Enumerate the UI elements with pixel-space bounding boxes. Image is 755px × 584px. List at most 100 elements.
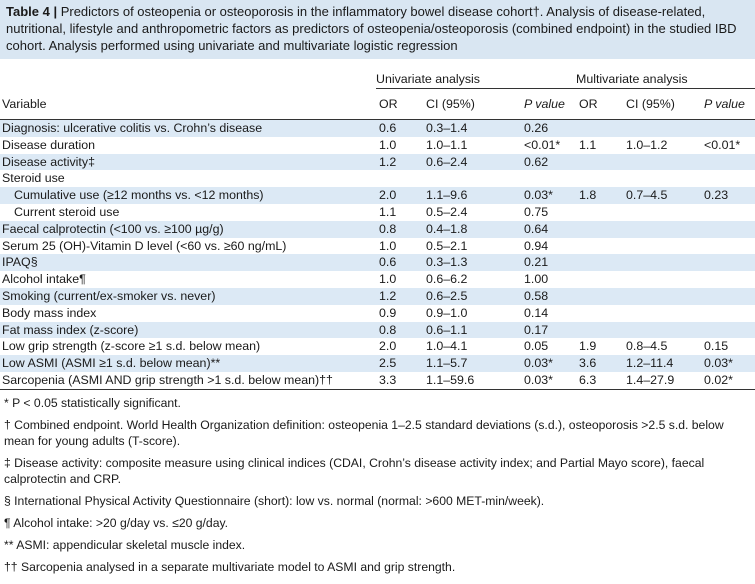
cell-or-univariate: 2.5 (376, 355, 426, 372)
table-row: Low ASMI (ASMI ≥1 s.d. below mean)** 2.5 1… (0, 355, 755, 372)
table-row: Current steroid use 1.1 0.5–2.4 0.75 (0, 204, 755, 221)
header-p-univariate: P value (524, 97, 565, 111)
cell-variable: Low ASMI (ASMI ≥1 s.d. below mean)** (0, 355, 376, 372)
cell-or-multivariate (576, 170, 626, 187)
footnote: ‡ Disease activity: composite measure us… (4, 455, 705, 486)
cell-p-univariate: 0.94 (524, 238, 549, 253)
cell-or-univariate: 2.0 (376, 187, 426, 204)
footnote: † Combined endpoint. World Health Organi… (4, 417, 724, 448)
cell-p-univariate (504, 170, 576, 187)
cell-or-univariate: 1.0 (379, 238, 397, 253)
cell-ci-multivariate (626, 204, 704, 221)
cell-variable: Disease duration (2, 137, 95, 152)
cell-ci-univariate: 1.0–1.1 (426, 137, 468, 152)
cell-variable: Faecal calprotectin (<100 vs. ≥100 µg/g) (0, 220, 376, 238)
cell-or-univariate: 0.8 (376, 220, 426, 238)
cell-p-univariate: 0.64 (504, 220, 576, 238)
cell-ci-univariate: 0.5–2.1 (426, 238, 468, 253)
cell-p-multivariate: 0.03* (704, 355, 755, 372)
cell-variable: Steroid use (2, 171, 65, 186)
group-univariate: Univariate analysis (376, 59, 576, 89)
cell-ci-multivariate (626, 287, 704, 305)
group-multivariate: Multivariate analysis (576, 59, 755, 89)
cell-ci-univariate: 1.1–9.6 (426, 187, 504, 204)
cell-ci-univariate: 0.6–1.1 (426, 321, 504, 339)
table-row: Disease duration 1.0 1.0–1.1 <0.01* 1.1 1.0–1… (0, 137, 755, 154)
cell-p-univariate: 0.05 (524, 339, 549, 354)
group-spacer (0, 59, 376, 89)
cell-or-univariate: 0.9 (379, 305, 397, 320)
cell-or-multivariate (576, 321, 626, 339)
table-row: Faecal calprotectin (<100 vs. ≥100 µg/g)… (0, 220, 755, 238)
header-variable: Variable (2, 96, 47, 111)
cell-or-univariate: 0.8 (376, 321, 426, 339)
table-row: IPAQ§ 0.6 0.3–1.3 0.21 (0, 254, 755, 272)
cell-p-multivariate (704, 321, 755, 339)
cell-variable: Alcohol intake¶ (2, 272, 86, 287)
cell-or-multivariate (576, 271, 626, 288)
cell-or-multivariate (576, 238, 626, 255)
table-row: Serum 25 (OH)-Vitamin D level (<60 vs. ≥… (0, 238, 755, 255)
table-label: Table 4 | (6, 4, 58, 19)
cell-or-univariate: 0.6 (376, 119, 426, 137)
cell-p-univariate: 0.75 (524, 204, 549, 219)
results-table: Univariate analysis Multivariate analysi… (0, 59, 755, 390)
cell-p-univariate: 0.14 (524, 305, 549, 320)
table-row: Low grip strength (z-score ≥1 s.d. below… (0, 338, 755, 355)
cell-p-univariate: 0.03* (504, 371, 576, 390)
cell-or-multivariate (576, 204, 626, 221)
cell-ci-multivariate: 1.0–1.2 (626, 137, 668, 152)
cell-p-univariate: <0.01* (524, 137, 561, 152)
footnotes: * P < 0.05 statistically significant. † C… (0, 395, 755, 575)
header-or-multivariate: OR (579, 97, 598, 111)
cell-or-multivariate: 1.9 (579, 339, 597, 354)
cell-variable: Cumulative use (≥12 months vs. <12 month… (0, 187, 376, 204)
cell-ci-univariate: 0.6–2.5 (426, 287, 504, 305)
cell-or-multivariate (576, 287, 626, 305)
cell-or-multivariate (576, 305, 626, 322)
cell-variable: Serum 25 (OH)-Vitamin D level (<60 vs. ≥… (2, 238, 287, 253)
cell-ci-multivariate (626, 254, 704, 272)
table-row: Steroid use (0, 170, 755, 187)
cell-ci-univariate: 0.3–1.3 (426, 254, 504, 272)
cell-or-multivariate: 3.6 (576, 355, 626, 372)
caption-text: Predictors of osteopenia or osteoporosis… (6, 4, 737, 53)
table-row: Diagnosis: ulcerative colitis vs. Crohn’… (0, 119, 755, 137)
table-row: Smoking (current/ex-smoker vs. never) 1.2… (0, 287, 755, 305)
cell-variable: Fat mass index (z-score) (0, 321, 376, 339)
cell-p-multivariate: 0.15 (704, 339, 729, 354)
table-row: Body mass index 0.9 0.9–1.0 0.14 (0, 305, 755, 322)
cell-or-univariate (376, 170, 426, 187)
cell-ci-univariate: 0.4–1.8 (426, 220, 504, 238)
cell-p-univariate: 0.58 (504, 287, 576, 305)
cell-ci-multivariate (626, 220, 704, 238)
cell-ci-multivariate (626, 238, 704, 255)
cell-variable: Low grip strength (z-score ≥1 s.d. below… (2, 339, 261, 354)
cell-variable: Current steroid use (14, 204, 120, 219)
cell-p-multivariate (704, 238, 755, 255)
table-row: Disease activity‡ 1.2 0.6–2.4 0.62 (0, 153, 755, 171)
cell-or-univariate: 1.2 (376, 153, 426, 171)
header-or-univariate: OR (379, 97, 398, 111)
cell-or-multivariate: 1.8 (576, 187, 626, 204)
footnote: ** ASMI: appendicular skeletal muscle in… (4, 537, 246, 552)
cell-ci-multivariate (626, 170, 704, 187)
cell-p-multivariate (704, 220, 755, 238)
footnote: ¶ Alcohol intake: >20 g/day vs. ≤20 g/da… (4, 515, 229, 530)
cell-p-univariate: 0.21 (504, 254, 576, 272)
cell-variable: Smoking (current/ex-smoker vs. never) (0, 287, 376, 305)
cell-p-univariate: 0.62 (504, 153, 576, 171)
cell-p-univariate: 0.17 (504, 321, 576, 339)
cell-ci-multivariate: 1.4–27.9 (626, 371, 704, 390)
cell-p-univariate: 1.00 (524, 272, 549, 287)
cell-or-univariate: 2.0 (379, 339, 397, 354)
table-row: Fat mass index (z-score) 0.8 0.6–1.1 0.17 (0, 321, 755, 339)
header-ci-univariate: CI (95%) (426, 97, 475, 111)
cell-p-multivariate (704, 119, 755, 137)
footnote: * P < 0.05 statistically significant. (4, 395, 181, 410)
cell-ci-multivariate: 0.7–4.5 (626, 187, 704, 204)
cell-p-multivariate (704, 254, 755, 272)
cell-p-multivariate: <0.01* (704, 137, 741, 152)
cell-ci-multivariate (626, 305, 704, 322)
cell-variable: Disease activity‡ (0, 153, 376, 171)
